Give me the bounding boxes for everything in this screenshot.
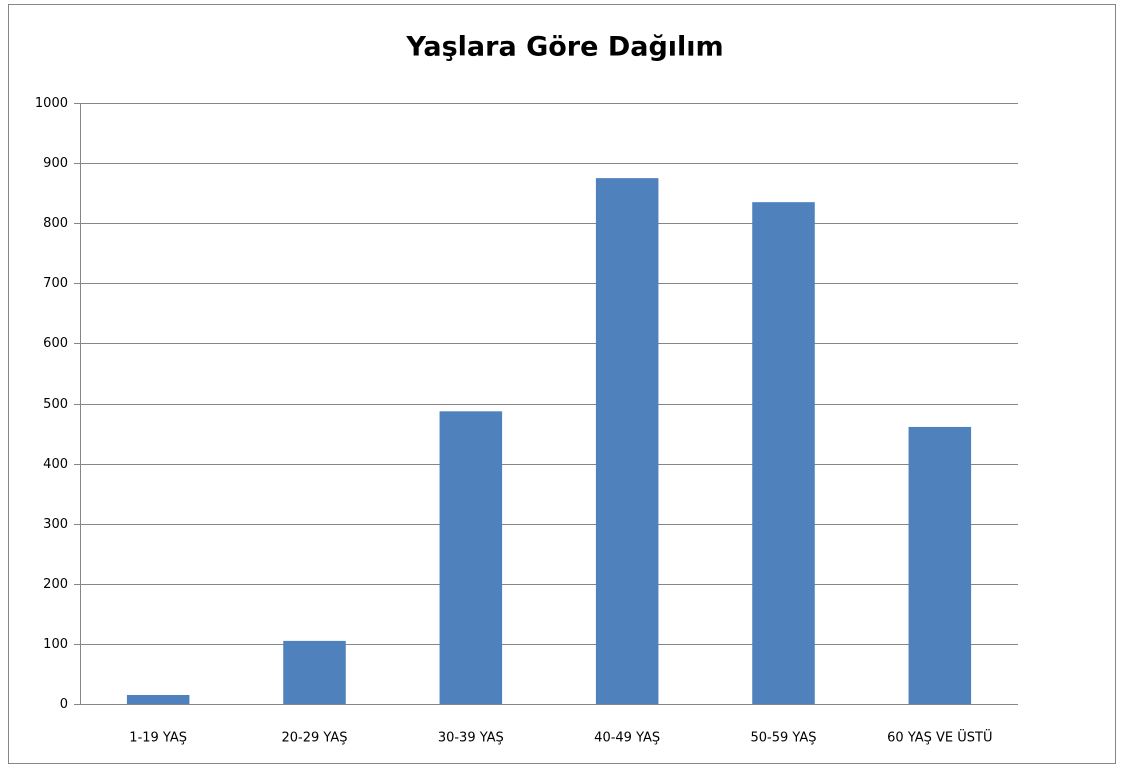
bar (908, 426, 972, 704)
y-tick-label: 700 (43, 276, 68, 291)
bar (126, 694, 190, 704)
y-tick-label: 500 (43, 397, 68, 412)
x-tick-label: 50-59 YAŞ (751, 731, 817, 746)
y-tick-label: 600 (43, 336, 68, 351)
x-tick-label: 60 YAŞ VE ÜSTÜ (887, 729, 992, 746)
x-tick-label: 1-19 YAŞ (129, 731, 187, 746)
y-tick-label: 1000 (35, 96, 68, 111)
y-tick-label: 100 (43, 637, 68, 652)
y-tick-label: 300 (43, 517, 68, 532)
x-tick-label: 20-29 YAŞ (282, 731, 348, 746)
y-tick-label: 400 (43, 457, 68, 472)
x-tick-label: 40-49 YAŞ (594, 731, 660, 746)
chart-title: Yaşlara Göre Dağılım (405, 32, 723, 63)
y-tick-label: 0 (60, 697, 68, 712)
bar (595, 178, 659, 704)
y-tick-label: 200 (43, 577, 68, 592)
y-tick-label: 800 (43, 216, 68, 231)
bar (752, 202, 815, 705)
bar (283, 640, 346, 704)
y-tick-label: 900 (43, 156, 68, 171)
x-tick-label: 30-39 YAŞ (438, 731, 504, 746)
bar (439, 411, 503, 704)
